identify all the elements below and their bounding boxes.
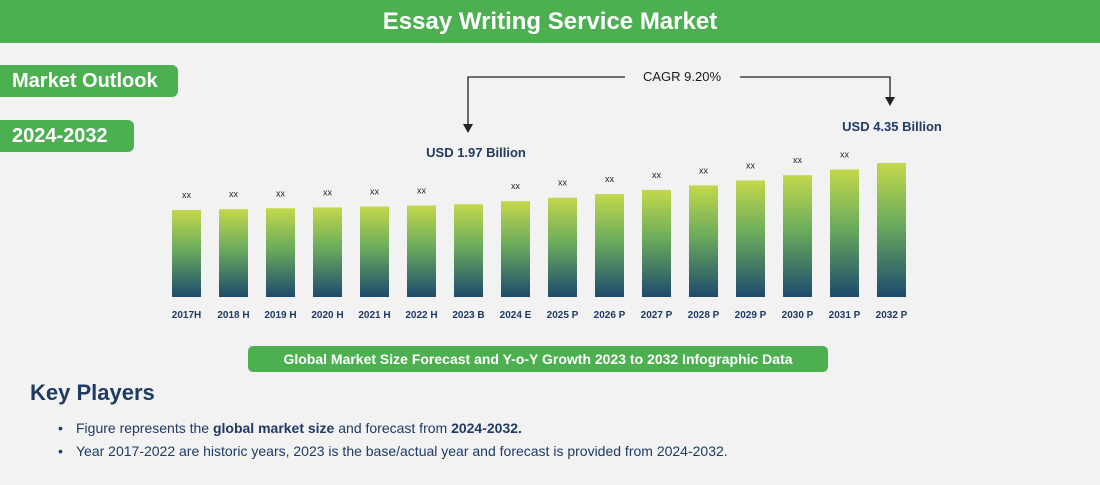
x-tick-label: 2017H [172,310,201,321]
start-value-label: USD 1.97 Billion [426,145,526,160]
arrowhead-icon [463,124,473,133]
bar-value-label: xx [370,187,380,197]
bar [172,210,201,297]
bar-value-label: xx [652,170,662,180]
bar [783,175,812,297]
bullet-icon: • [58,443,63,459]
bar [407,205,436,297]
key-players-title: Key Players [30,380,155,405]
cagr-arrow-right [740,76,891,101]
end-value-label: USD 4.35 Billion [842,119,942,134]
list-item: • Year 2017-2022 are historic years, 2023… [58,443,728,459]
forecast-range-label: 2024-2032 [0,120,134,152]
bar-value-label: xx [276,188,286,198]
list-item: • Figure represents the global market siz… [58,420,522,436]
bar-value-label: xx [746,161,756,171]
bar [689,185,718,297]
bar [642,189,671,297]
x-tick-label: 2019 H [264,310,296,321]
x-tick-label: 2020 H [311,310,343,321]
bar-value-label: xx [699,165,709,175]
x-tick-label: 2026 P [594,310,626,321]
bullet-icon: • [58,420,63,436]
bar-value-label: xx [417,185,427,195]
bar [454,204,483,297]
x-tick-label: 2031 P [829,310,861,321]
bar-value-label: xx [840,149,850,159]
x-tick-label: 2018 H [217,310,249,321]
x-tick-label: 2022 H [405,310,437,321]
bar-value-label: xx [323,187,333,197]
bar [877,163,906,297]
page-title: Essay Writing Service Market [0,0,1100,43]
market-outlook-label: Market Outlook [0,65,178,97]
bar-value-label: xx [182,190,192,200]
bar [313,207,342,297]
x-tick-label: 2032 P [876,310,908,321]
key-players-list: • Figure represents the global market siz… [58,420,728,466]
bar-value-label: xx [558,178,568,188]
bar [360,206,389,297]
x-tick-label: 2025 P [547,310,579,321]
x-tick-label: 2021 H [358,310,390,321]
x-tick-label: 2028 P [688,310,720,321]
bar-value-label: xx [229,189,239,199]
bar-value-label: xx [793,155,803,165]
market-size-bar-chart: xx 2017H xx 2018 H xx 2019 H xx 2020 H xx 2021 H x… [172,69,942,321]
bar [736,180,765,297]
x-tick-label: 2030 P [782,310,814,321]
bar [830,169,859,297]
bar [548,197,577,297]
bar-value-label: xx [605,174,615,184]
x-tick-label: 2024 E [500,310,532,321]
x-tick-label: 2029 P [735,310,767,321]
arrowhead-icon [885,97,895,106]
bar [219,209,248,297]
x-tick-label: 2023 B [452,310,484,321]
bar [266,208,295,297]
bar [595,194,624,297]
bar-value-label: xx [511,181,521,191]
x-tick-label: 2027 P [641,310,673,321]
chart-caption: Global Market Size Forecast and Y-o-Y Gr… [248,346,828,372]
cagr-label: CAGR 9.20% [643,69,721,84]
bar [501,201,530,297]
cagr-arrow-left [467,76,625,128]
